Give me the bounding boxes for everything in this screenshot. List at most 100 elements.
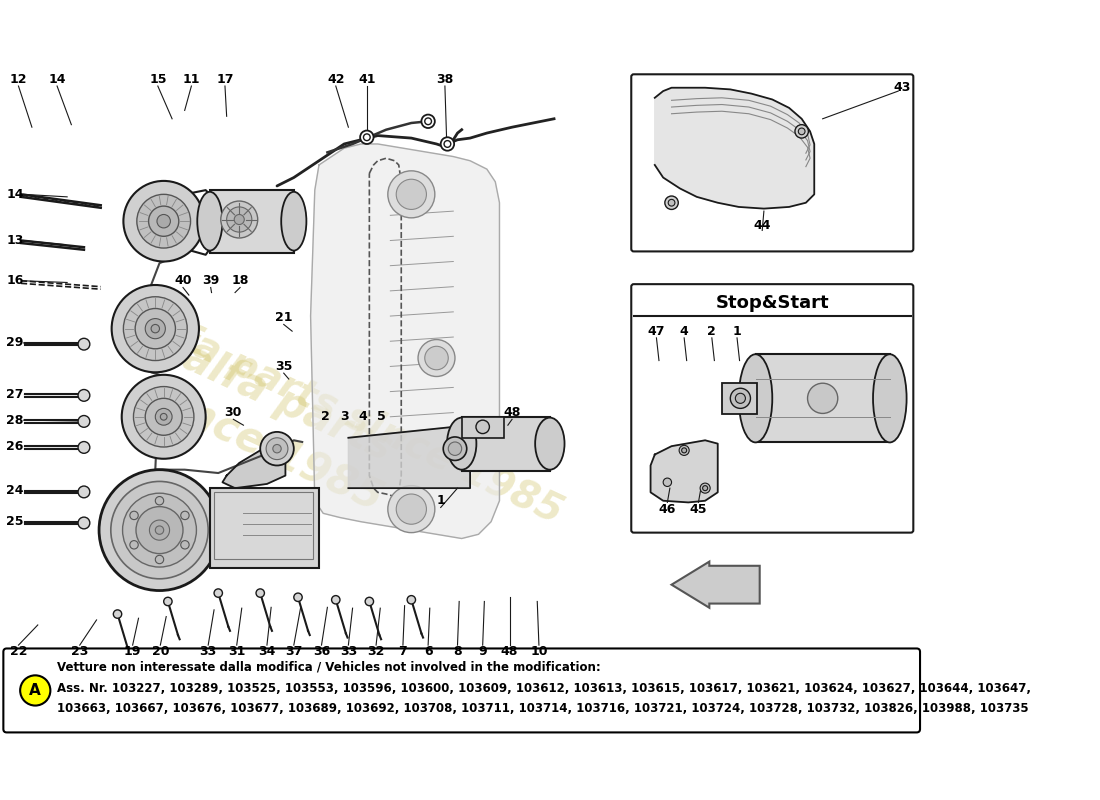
Circle shape (155, 408, 172, 425)
Text: 28: 28 (7, 414, 24, 426)
Text: 47: 47 (648, 325, 666, 338)
Circle shape (150, 520, 169, 540)
Circle shape (157, 214, 170, 228)
Circle shape (703, 486, 707, 490)
Text: 9: 9 (478, 646, 487, 658)
Circle shape (421, 114, 434, 128)
Circle shape (20, 675, 51, 706)
Circle shape (388, 171, 434, 218)
Text: 14: 14 (48, 73, 66, 86)
Text: 48: 48 (504, 406, 520, 419)
Text: 1: 1 (437, 494, 446, 507)
Circle shape (155, 555, 164, 564)
Text: 2: 2 (707, 325, 716, 338)
Text: 45: 45 (690, 502, 707, 516)
Ellipse shape (873, 354, 906, 442)
Text: 20: 20 (152, 646, 169, 658)
Circle shape (123, 297, 187, 361)
Polygon shape (222, 446, 285, 488)
Circle shape (425, 118, 431, 125)
Text: 33: 33 (340, 646, 358, 658)
Text: 48: 48 (500, 646, 518, 658)
Text: 8: 8 (453, 646, 462, 658)
Circle shape (113, 610, 122, 618)
Ellipse shape (739, 354, 772, 442)
Circle shape (130, 541, 139, 549)
Text: 44: 44 (754, 219, 771, 232)
Text: 31: 31 (228, 646, 245, 658)
Text: 43: 43 (893, 82, 911, 94)
Text: 21: 21 (275, 311, 293, 324)
Circle shape (111, 285, 199, 372)
Polygon shape (349, 425, 470, 488)
Circle shape (795, 125, 808, 138)
Circle shape (363, 134, 371, 141)
Circle shape (668, 199, 675, 206)
Bar (214, 492, 314, 559)
Circle shape (331, 595, 340, 604)
Text: 4: 4 (680, 325, 689, 338)
FancyBboxPatch shape (631, 74, 913, 251)
Text: 26: 26 (7, 440, 24, 453)
Circle shape (396, 179, 427, 210)
Circle shape (256, 589, 264, 598)
Circle shape (111, 482, 208, 579)
Bar (756, 354, 890, 442)
Text: 34: 34 (258, 646, 276, 658)
Polygon shape (654, 88, 814, 209)
Circle shape (407, 595, 416, 604)
Text: 22: 22 (10, 646, 28, 658)
Circle shape (396, 494, 427, 524)
Polygon shape (310, 144, 499, 538)
Ellipse shape (535, 418, 564, 470)
Text: 6: 6 (424, 646, 432, 658)
Circle shape (273, 445, 282, 453)
Circle shape (443, 437, 466, 461)
Bar (210, 190, 294, 253)
Text: alfa parts since 1985: alfa parts since 1985 (136, 302, 569, 531)
Text: 18: 18 (231, 274, 249, 287)
Text: 32: 32 (367, 646, 385, 658)
Circle shape (261, 432, 294, 466)
Circle shape (78, 338, 90, 350)
Text: 30: 30 (224, 406, 242, 419)
Text: 10: 10 (530, 646, 548, 658)
Circle shape (663, 478, 672, 486)
Circle shape (122, 375, 206, 458)
Circle shape (145, 318, 165, 338)
Circle shape (234, 214, 244, 225)
Circle shape (476, 420, 490, 434)
Text: 103663, 103667, 103676, 103677, 103689, 103692, 103708, 103711, 103714, 103716, : 103663, 103667, 103676, 103677, 103689, … (57, 702, 1028, 715)
Circle shape (360, 130, 374, 144)
Text: 5: 5 (376, 410, 385, 423)
Circle shape (78, 486, 90, 498)
Circle shape (78, 390, 90, 402)
Circle shape (388, 486, 434, 533)
Text: Vetture non interessate dalla modifica / Vehicles not involved in the modificati: Vetture non interessate dalla modifica /… (57, 661, 601, 674)
Circle shape (730, 388, 750, 408)
Text: A: A (30, 683, 41, 698)
Text: 39: 39 (202, 274, 219, 287)
Text: 25: 25 (7, 515, 24, 528)
Circle shape (136, 194, 190, 248)
Text: 14: 14 (7, 188, 24, 201)
Text: 7: 7 (398, 646, 407, 658)
Text: 17: 17 (217, 73, 233, 86)
Circle shape (133, 386, 194, 447)
Circle shape (180, 541, 189, 549)
Text: 42: 42 (327, 73, 344, 86)
Circle shape (122, 493, 197, 567)
Circle shape (425, 346, 449, 370)
Text: 3: 3 (340, 410, 349, 423)
Circle shape (441, 138, 454, 150)
FancyBboxPatch shape (631, 284, 913, 533)
Text: 35: 35 (275, 360, 293, 373)
Circle shape (799, 128, 805, 134)
Circle shape (682, 448, 686, 453)
Circle shape (266, 438, 288, 460)
Circle shape (294, 593, 302, 602)
Text: 2: 2 (321, 410, 330, 423)
Text: 1: 1 (733, 325, 741, 338)
Text: 4: 4 (359, 410, 367, 423)
Circle shape (807, 383, 838, 414)
